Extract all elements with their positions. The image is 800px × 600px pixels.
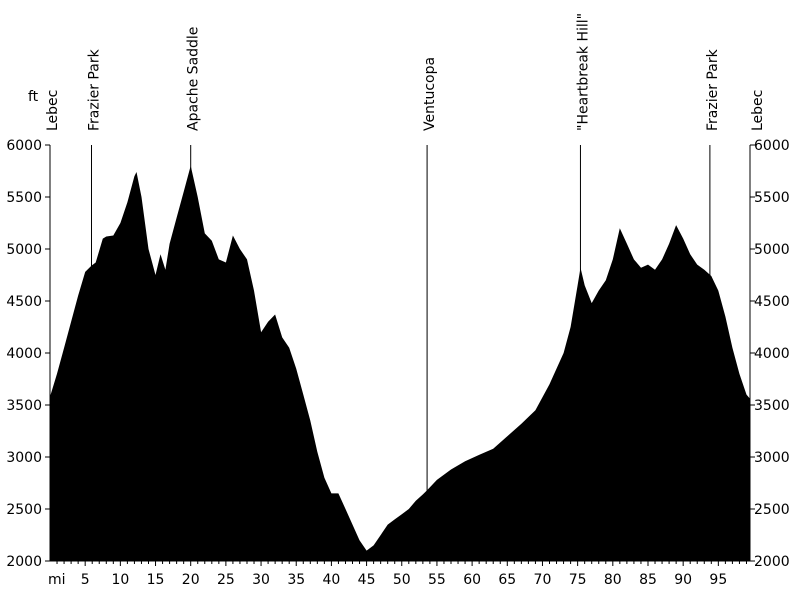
y-tick-label: 4000 (754, 346, 790, 362)
x-axis-title: mi (48, 572, 66, 588)
x-tick-label: 60 (463, 572, 481, 588)
landmark-label: Apache Saddle (186, 27, 202, 131)
y-tick-label: 4500 (6, 294, 42, 310)
y-tick-label: 6000 (6, 138, 42, 154)
x-tick-label: 45 (358, 572, 376, 588)
x-tick-label: 20 (182, 572, 200, 588)
x-tick-label: 75 (569, 572, 587, 588)
y-tick-label: 3500 (754, 398, 790, 414)
x-tick-label: 50 (393, 572, 411, 588)
landmark-label: Frazier Park (705, 48, 721, 131)
x-tick-label: 30 (252, 572, 270, 588)
landmark-labels: Lebec Frazier Park Apache Saddle Ventucopa "… (45, 13, 766, 131)
y-tick-label: 2500 (754, 502, 790, 518)
y-tick-label: 5500 (6, 190, 42, 206)
x-tick-label: 35 (287, 572, 305, 588)
y-axis-title: ft (28, 89, 39, 105)
y-tick-label: 3000 (754, 450, 790, 466)
landmark-label: Ventucopa (422, 57, 438, 131)
y-tick-label: 6000 (754, 138, 790, 154)
x-tick-label: 10 (111, 572, 129, 588)
y-tick-label: 2000 (754, 554, 790, 570)
elevation-area (50, 165, 750, 562)
x-tick-label: 15 (147, 572, 165, 588)
x-tick-label: 85 (639, 572, 657, 588)
x-tick-label: 55 (428, 572, 446, 588)
landmark-label: Lebec (750, 90, 766, 131)
x-tick-label: 70 (534, 572, 552, 588)
y-tick-label: 3500 (6, 398, 42, 414)
y-tick-label: 2000 (6, 554, 42, 570)
y-tick-label: 2500 (6, 502, 42, 518)
y-tick-label: 5500 (754, 190, 790, 206)
x-tick-label: 90 (674, 572, 692, 588)
x-tick-label: 5 (81, 572, 90, 588)
y-tick-label: 4500 (754, 294, 790, 310)
x-tick-label: 25 (217, 572, 235, 588)
x-tick-label: 40 (322, 572, 340, 588)
x-tick-label: 95 (709, 572, 727, 588)
y-tick-label: 5000 (6, 242, 42, 258)
x-tick-label: 80 (604, 572, 622, 588)
landmark-label: Frazier Park (87, 48, 103, 131)
y-tick-label: 5000 (754, 242, 790, 258)
landmark-label: "Heartbreak Hill" (575, 13, 591, 131)
axes: 2000 2000 2500 2500 3000 3000 3500 3500 4000 4000… (6, 138, 789, 588)
y-tick-label: 3000 (6, 450, 42, 466)
y-tick-label: 4000 (6, 346, 42, 362)
landmark-label: Lebec (45, 90, 61, 131)
x-tick-label: 65 (498, 572, 516, 588)
